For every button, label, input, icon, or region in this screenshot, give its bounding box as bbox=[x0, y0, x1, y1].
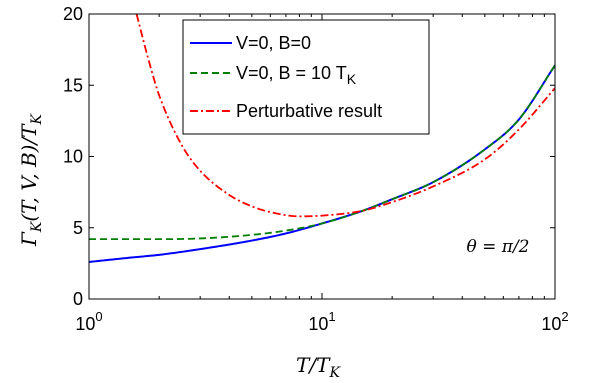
y-tick-label-1: 5 bbox=[73, 218, 83, 238]
y-tick-label-4: 20 bbox=[63, 4, 83, 24]
y-axis-label: ΓK(T, V, B)/TK bbox=[17, 112, 45, 247]
legend-label-2: Perturbative result bbox=[236, 101, 382, 121]
series-line-2 bbox=[135, 14, 555, 218]
theta-annotation: θ = π/2 bbox=[466, 237, 529, 257]
x-tick-label-1: 101 bbox=[308, 309, 335, 334]
legend-box bbox=[182, 19, 430, 135]
series-curves bbox=[89, 14, 555, 263]
y-tick-label-0: 0 bbox=[73, 289, 83, 309]
legend-label-1: V=0, B = 10 TK bbox=[236, 63, 357, 87]
legend-label-0: V=0, B=0 bbox=[236, 33, 311, 53]
x-axis-label: T/TK bbox=[296, 353, 341, 381]
axis-ticks bbox=[88, 13, 556, 300]
tick-labels: 0 5 10 15 20 100 101 102 bbox=[63, 4, 569, 334]
y-tick-label-3: 15 bbox=[63, 75, 83, 95]
legend: V=0, B=0 V=0, B = 10 TK Perturbative resul… bbox=[182, 19, 430, 135]
y-tick-label-2: 10 bbox=[63, 147, 83, 167]
series-line-1 bbox=[89, 64, 555, 241]
x-tick-label-0: 100 bbox=[75, 309, 102, 334]
x-tick-label-2: 102 bbox=[541, 309, 568, 334]
